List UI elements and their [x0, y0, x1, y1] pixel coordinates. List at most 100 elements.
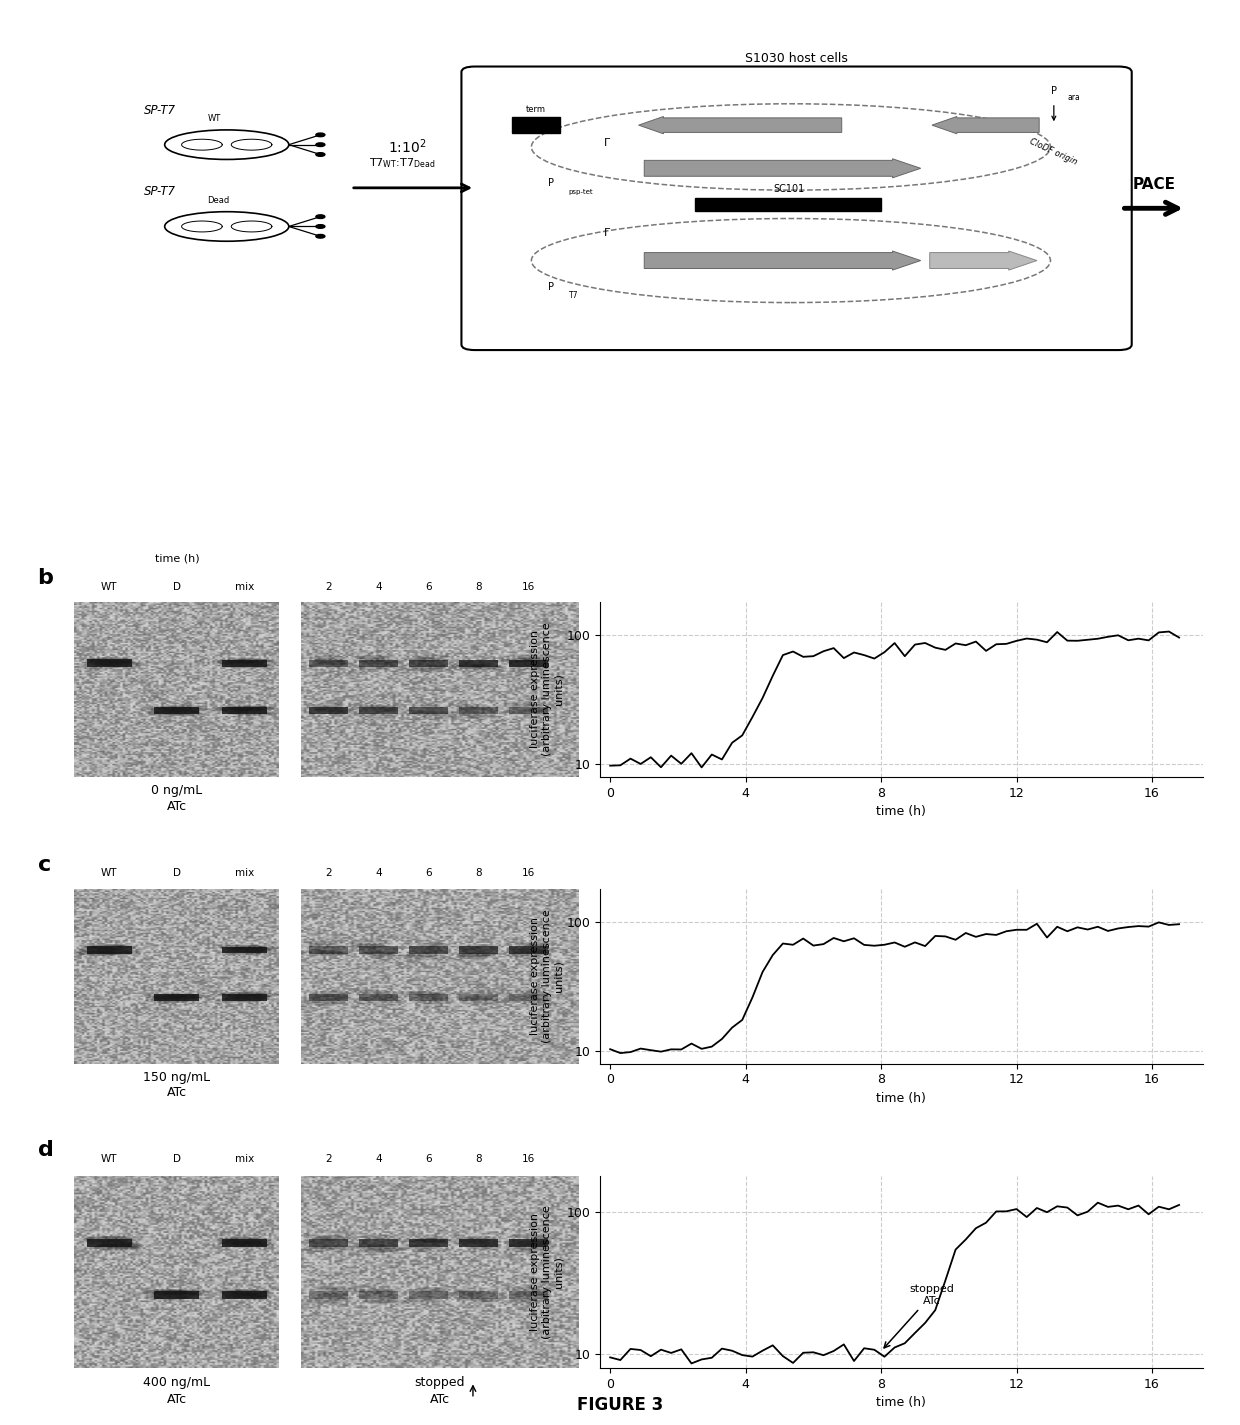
Bar [222, 1291, 267, 1298]
Ellipse shape [512, 990, 547, 995]
Ellipse shape [306, 999, 341, 1003]
Ellipse shape [455, 948, 490, 952]
Ellipse shape [417, 1291, 451, 1295]
Text: FIGURE 3: FIGURE 3 [577, 1395, 663, 1414]
Ellipse shape [415, 1287, 450, 1291]
Ellipse shape [420, 715, 455, 720]
FancyArrow shape [645, 158, 920, 178]
Ellipse shape [305, 949, 341, 953]
Bar [409, 1238, 448, 1247]
Ellipse shape [319, 661, 353, 665]
Ellipse shape [229, 658, 275, 663]
Bar [409, 1291, 448, 1298]
Ellipse shape [521, 942, 556, 946]
Ellipse shape [412, 705, 446, 708]
Ellipse shape [412, 1247, 446, 1253]
Ellipse shape [217, 1240, 263, 1244]
Ellipse shape [227, 995, 272, 999]
Ellipse shape [310, 704, 345, 707]
Text: 4: 4 [376, 868, 382, 878]
Ellipse shape [218, 1294, 263, 1298]
Bar [409, 995, 448, 1000]
Ellipse shape [351, 997, 386, 1000]
Ellipse shape [352, 943, 387, 949]
Ellipse shape [322, 663, 357, 667]
Text: T7$_{\mathrm{WT}}$:T7$_{\mathrm{Dead}}$: T7$_{\mathrm{WT}}$:T7$_{\mathrm{Dead}}$ [368, 155, 435, 170]
Text: d: d [37, 1140, 53, 1160]
Bar [459, 1238, 498, 1247]
Ellipse shape [458, 997, 492, 1002]
Ellipse shape [463, 1243, 497, 1247]
Ellipse shape [229, 711, 274, 715]
Text: $\Gamma$: $\Gamma$ [603, 225, 611, 238]
Text: gene III: gene III [761, 255, 805, 265]
Ellipse shape [229, 1241, 275, 1247]
Text: 2: 2 [325, 868, 332, 878]
Ellipse shape [463, 1235, 497, 1241]
Ellipse shape [368, 995, 404, 998]
Text: PACE: PACE [1133, 177, 1176, 192]
Ellipse shape [466, 1245, 501, 1251]
Ellipse shape [161, 711, 207, 717]
Ellipse shape [216, 997, 260, 1002]
Ellipse shape [370, 1247, 404, 1251]
Ellipse shape [412, 665, 446, 670]
Ellipse shape [403, 667, 439, 671]
Ellipse shape [153, 995, 197, 1000]
Ellipse shape [311, 952, 346, 956]
Ellipse shape [73, 950, 118, 956]
Ellipse shape [306, 1300, 341, 1304]
Ellipse shape [304, 1000, 339, 1005]
Ellipse shape [515, 665, 549, 670]
Ellipse shape [315, 1235, 350, 1240]
Text: 2: 2 [325, 1154, 332, 1164]
Text: 150 ng/mL: 150 ng/mL [144, 1070, 211, 1083]
Ellipse shape [517, 708, 553, 712]
Ellipse shape [322, 1288, 357, 1292]
Ellipse shape [459, 996, 494, 1000]
Text: 6: 6 [425, 1154, 432, 1164]
Ellipse shape [162, 1292, 207, 1298]
Ellipse shape [512, 1291, 548, 1295]
Ellipse shape [404, 1297, 439, 1301]
Ellipse shape [513, 1241, 549, 1245]
Text: 400 ng/mL: 400 ng/mL [144, 1375, 211, 1389]
FancyBboxPatch shape [461, 67, 1132, 351]
FancyArrow shape [639, 117, 842, 134]
Ellipse shape [511, 949, 546, 953]
Ellipse shape [159, 993, 205, 999]
Ellipse shape [145, 1288, 191, 1294]
Ellipse shape [226, 1290, 272, 1295]
Ellipse shape [502, 710, 537, 714]
Ellipse shape [408, 1244, 444, 1248]
Text: ATc: ATc [167, 799, 187, 812]
Ellipse shape [314, 1297, 348, 1301]
Ellipse shape [407, 703, 441, 707]
Text: 4: 4 [376, 1154, 382, 1164]
Ellipse shape [362, 990, 397, 995]
Bar [360, 1291, 398, 1298]
Text: stopped
ATc: stopped ATc [884, 1284, 955, 1348]
Text: 8: 8 [475, 1154, 482, 1164]
Circle shape [316, 133, 325, 137]
FancyArrow shape [930, 251, 1037, 271]
Ellipse shape [144, 1295, 188, 1301]
Ellipse shape [466, 943, 501, 948]
Ellipse shape [155, 997, 200, 1003]
Text: ara: ara [1068, 93, 1080, 103]
Ellipse shape [360, 1234, 396, 1240]
Ellipse shape [351, 705, 387, 708]
Ellipse shape [86, 1235, 130, 1243]
Ellipse shape [162, 707, 208, 712]
Bar [360, 1238, 398, 1247]
Ellipse shape [224, 997, 269, 1002]
Ellipse shape [355, 656, 389, 660]
Ellipse shape [229, 664, 274, 668]
Ellipse shape [160, 705, 205, 710]
Text: 6: 6 [425, 868, 432, 878]
Ellipse shape [145, 711, 191, 715]
Bar [87, 660, 131, 667]
Ellipse shape [361, 952, 396, 956]
Ellipse shape [227, 948, 272, 952]
Ellipse shape [227, 1237, 272, 1243]
